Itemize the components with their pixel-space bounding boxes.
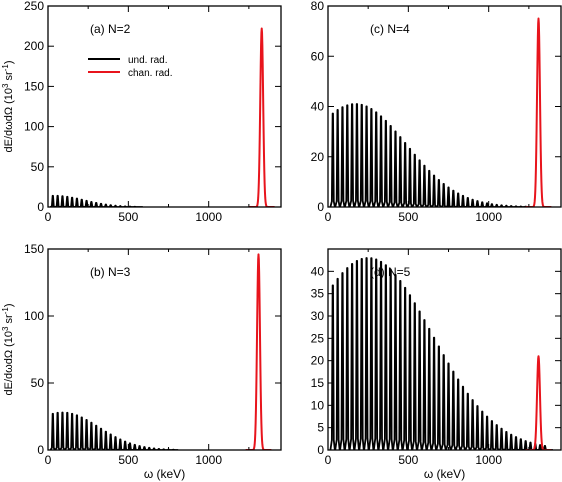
y-axis-label: dE/dωdΩ (103 sr-1) xyxy=(1,304,16,396)
y-tick-label: 20 xyxy=(311,354,325,368)
y-tick-label: 30 xyxy=(311,309,325,323)
x-tick-label: 500 xyxy=(118,453,138,467)
y-tick-label: 250 xyxy=(24,0,44,13)
y-tick-label: 60 xyxy=(311,49,325,63)
series-und-rad xyxy=(49,411,179,450)
axes-frame xyxy=(327,248,562,451)
series-und-rad xyxy=(50,194,143,207)
axes-frame xyxy=(47,248,282,451)
y-tick-label: 80 xyxy=(311,0,325,13)
y-axis-label: dE/dωdΩ (103 sr-1) xyxy=(1,61,16,153)
x-tick-label: 1000 xyxy=(475,453,502,467)
series-chan-rad xyxy=(244,253,273,450)
x-tick-label: 500 xyxy=(398,210,418,224)
legend: und. rad. chan. rad. xyxy=(88,55,172,79)
y-tick-label: 5 xyxy=(317,421,324,435)
y-tick-label: 150 xyxy=(24,79,44,93)
x-tick-label: 1000 xyxy=(475,210,502,224)
y-tick-label: 40 xyxy=(311,100,325,114)
x-axis-label: ω (keV) xyxy=(144,467,185,481)
y-tick-label: 0 xyxy=(317,443,324,457)
plot-area xyxy=(49,253,273,450)
x-tick-label: 500 xyxy=(118,210,138,224)
legend-label: und. rad. xyxy=(128,55,167,66)
x-tick-label: 0 xyxy=(45,210,52,224)
panel-4: 0 500 1000 0 5 10 15 20 25 30 35 40 (d) N=5 ω (keV) xyxy=(311,248,562,481)
x-tick-label: 0 xyxy=(325,453,332,467)
y-tick-label: 0 xyxy=(37,200,44,214)
legend-label: chan. rad. xyxy=(128,68,172,79)
y-tick-label: 15 xyxy=(311,376,325,390)
y-tick-label: 100 xyxy=(24,120,44,134)
y-tick-label: 25 xyxy=(311,331,325,345)
x-tick-label: 1000 xyxy=(195,453,222,467)
y-tick-label: 0 xyxy=(317,200,324,214)
y-tick-label: 20 xyxy=(311,150,325,164)
x-tick-label: 0 xyxy=(325,210,332,224)
y-tick-label: 35 xyxy=(311,287,325,301)
y-tick-label: 0 xyxy=(37,443,44,457)
panel-1: 0 500 1000 0 50 100 150 200 250 (a) N=2 und. rad. c… xyxy=(1,0,282,224)
plot-area xyxy=(329,257,553,450)
y-tick-label: 10 xyxy=(311,398,325,412)
panel-label: (a) N=2 xyxy=(90,22,131,36)
panel-label: (c) N=4 xyxy=(370,22,410,36)
panel-label: (b) N=3 xyxy=(90,265,131,279)
x-axis-label: ω (keV) xyxy=(424,467,465,481)
x-tick-label: 1000 xyxy=(195,210,222,224)
series-und-rad xyxy=(329,103,533,207)
axes-frame xyxy=(47,5,282,208)
y-tick-label: 50 xyxy=(31,376,45,390)
panel-label: (d) N=5 xyxy=(370,265,411,279)
x-tick-label: 500 xyxy=(398,453,418,467)
panel-3: 0 500 1000 0 50 100 150 (b) N=3 dE/dωdΩ (103 sr-… xyxy=(1,242,282,481)
series-chan-rad xyxy=(248,27,276,207)
y-tick-label: 150 xyxy=(24,242,44,256)
series-chan-rad xyxy=(524,355,553,450)
series-und-rad xyxy=(329,257,553,450)
y-tick-label: 40 xyxy=(311,264,325,278)
series-chan-rad xyxy=(524,17,553,207)
panel-2: 0 500 1000 0 20 40 60 80 (c) N=4 xyxy=(311,0,562,224)
plot-area xyxy=(50,27,276,207)
x-tick-label: 0 xyxy=(45,453,52,467)
plot-area xyxy=(329,17,553,207)
y-tick-label: 200 xyxy=(24,39,44,53)
y-tick-label: 50 xyxy=(31,160,45,174)
y-tick-label: 100 xyxy=(24,309,44,323)
